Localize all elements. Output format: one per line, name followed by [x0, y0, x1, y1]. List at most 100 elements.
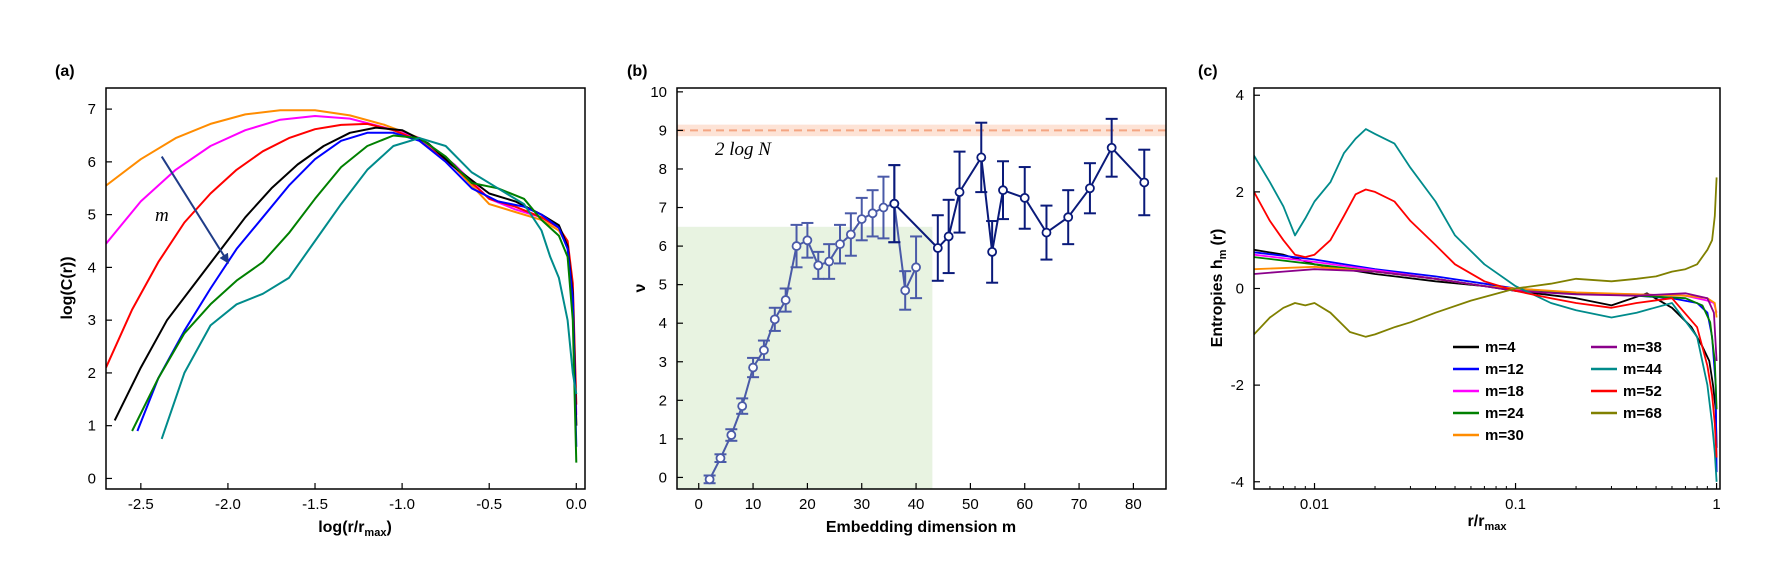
data-point [780, 295, 791, 305]
data-point [856, 214, 867, 224]
reference-band [677, 124, 1166, 137]
y-tick-label: 2 [1236, 184, 1244, 201]
legend-label: m=52 [1623, 383, 1662, 400]
x-tick-label: 50 [962, 496, 979, 513]
series-line-m=44 [160, 137, 578, 440]
legend-item: m=4 [1453, 339, 1516, 356]
data-point [1041, 227, 1052, 238]
x-tick-label: 0.01 [1300, 496, 1329, 513]
y-tick-label: 2 [659, 392, 667, 409]
y-tick-label: 4 [1236, 87, 1244, 104]
y-tick-label: 3 [88, 312, 96, 329]
y-tick-label: 7 [88, 101, 96, 118]
panel-c: 0.01 0.1 1 -4 -2 0 2 4 r/rmax Entropies hm(r) m… [1209, 87, 1721, 533]
y-tick-label: 5 [88, 207, 96, 224]
legend-label: m=24 [1485, 405, 1524, 422]
series-line-m=68 [1254, 177, 1718, 338]
x-tick-label: -2.5 [128, 496, 154, 513]
x-axis-label-c: r/rmax [1468, 513, 1508, 533]
legend-label: m=44 [1623, 361, 1662, 378]
x-tick-label: 1 [1712, 496, 1720, 513]
panel-label-a: (a) [55, 63, 75, 80]
panel-b: 0 10 20 30 40 50 60 70 80 0 1 2 3 4 5 6 7 8 9 10 Embedding … [632, 84, 1167, 536]
data-point [889, 198, 900, 209]
axes-frame-b [676, 87, 1167, 490]
data-point [737, 401, 748, 412]
y-tick-label: 4 [88, 259, 96, 276]
data-point [813, 260, 824, 271]
legend-label: m=12 [1485, 361, 1524, 378]
y-tick-label: 0 [88, 470, 96, 487]
legend-item: m=12 [1453, 361, 1524, 378]
data-point [954, 187, 965, 198]
data-point [704, 474, 715, 485]
x-tick-label: 60 [1016, 496, 1033, 513]
series-line-m=52 [1254, 188, 1718, 458]
data-point [769, 314, 780, 325]
data-point [715, 453, 726, 464]
data-point [911, 262, 921, 273]
data-point [802, 235, 813, 246]
legend-item: m=24 [1453, 405, 1524, 422]
panel-a: -2.5 -2.0 -1.5 -1.0 -0.5 0.0 0 1 2 3 4 5 6 7 log(r/rm… [59, 87, 587, 539]
legend-label: m=38 [1623, 339, 1662, 356]
series-line-m=44 [1254, 128, 1718, 482]
y-tick-label: 6 [88, 154, 96, 171]
data-point [1019, 192, 1030, 203]
axes-frame-a [105, 87, 586, 490]
data-point [943, 231, 954, 242]
arrow-m [160, 156, 229, 264]
data-point [900, 285, 911, 296]
plot-area-a [106, 109, 578, 463]
y-tick-label: 1 [88, 418, 96, 435]
series-line-m=24 [131, 134, 578, 463]
legend-item: m=38 [1591, 339, 1662, 356]
data-point [759, 345, 769, 356]
ticks-b: 0 10 20 30 40 50 60 70 80 0 1 2 3 4 5 6 7 8 9 10 [650, 84, 1141, 513]
x-tick-label: -0.5 [476, 496, 502, 513]
legend-item: m=68 [1591, 405, 1662, 422]
y-tick-label: 0 [1236, 281, 1244, 298]
data-point [748, 362, 758, 373]
legend-item: m=18 [1453, 383, 1524, 400]
y-axis-label-a: log(C(r)) [59, 256, 76, 319]
reference-line-label: 2 log N [715, 139, 772, 160]
y-tick-label: 1 [659, 431, 667, 448]
panel-label-b: (b) [627, 63, 647, 80]
y-tick-label: 8 [659, 161, 667, 178]
y-tick-label: 5 [659, 277, 667, 294]
series-line-m=18 [106, 115, 578, 416]
y-tick-label: 6 [659, 238, 667, 255]
y-tick-label: 9 [659, 122, 667, 139]
x-tick-label: 0.0 [566, 496, 587, 513]
data-point [726, 430, 737, 440]
series-line-m=4 [113, 126, 578, 426]
legend-item: m=44 [1591, 361, 1662, 378]
x-tick-label: 10 [745, 496, 762, 513]
y-tick-label: -4 [1231, 474, 1244, 491]
y-axis-label-c: Entropies hm(r) [1209, 229, 1229, 348]
y-tick-label: 3 [659, 354, 667, 371]
x-tick-label: 0 [695, 496, 703, 513]
data-point [835, 239, 845, 250]
legend-item: m=30 [1453, 427, 1524, 444]
annotation-m: m [155, 205, 169, 226]
data-point [1063, 212, 1074, 223]
data-point [998, 185, 1008, 196]
legend-label: m=18 [1485, 383, 1524, 400]
legend-c: m=4 m=12 m=18 m=24 m=30 m=38 m=44 m=52 m=68 [1453, 339, 1662, 444]
x-axis-label-a: log(r/rmax) [318, 519, 392, 539]
plot-area-b [677, 117, 1166, 489]
plot-area-c [1254, 128, 1718, 482]
x-tick-label: -2.0 [215, 496, 241, 513]
legend-label: m=4 [1485, 339, 1516, 356]
y-tick-label: 2 [88, 365, 96, 382]
data-point [1085, 183, 1095, 194]
shaded-region [677, 226, 933, 489]
data-point [976, 152, 987, 163]
x-tick-label: -1.0 [389, 496, 415, 513]
ticks-c: 0.01 0.1 1 -4 -2 0 2 4 [1231, 87, 1721, 513]
x-tick-label: 80 [1125, 496, 1142, 513]
x-axis-label-b: Embedding dimension m [826, 519, 1016, 536]
